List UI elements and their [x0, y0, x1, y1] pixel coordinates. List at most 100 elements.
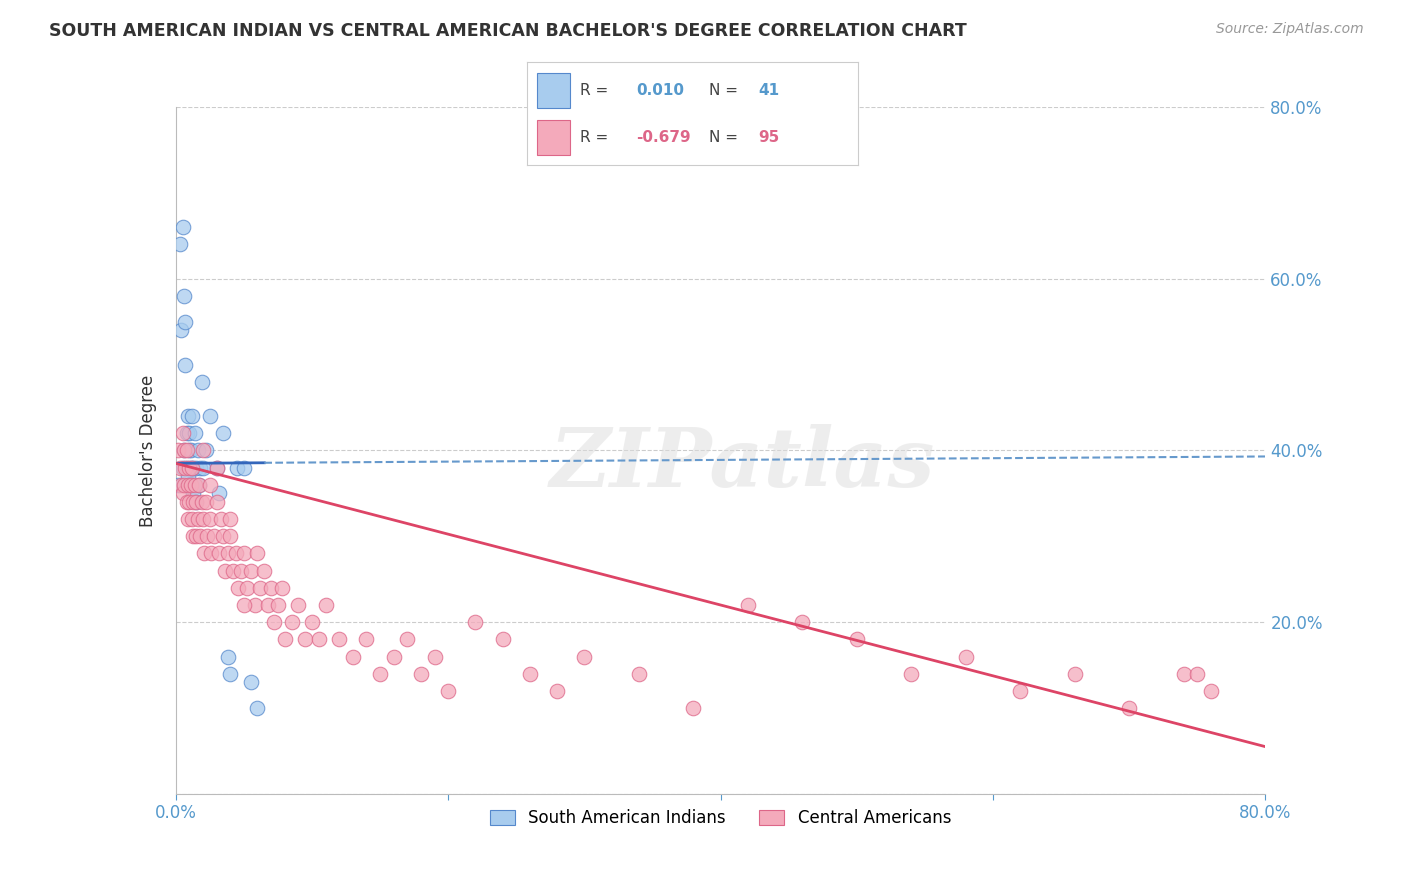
Point [232, 546, 254, 561]
Point [315, 598, 337, 612]
Point [172, 486, 194, 500]
Point [219, 666, 242, 681]
Point [191, 443, 214, 458]
Point [190, 495, 212, 509]
Point [546, 683, 568, 698]
Point [205, 460, 228, 475]
Point [1173, 666, 1195, 681]
Point [1118, 701, 1140, 715]
Point [179, 460, 201, 475]
Point [183, 495, 205, 509]
Point [193, 546, 215, 561]
Point [328, 632, 350, 647]
Point [492, 632, 515, 647]
Point [170, 323, 193, 337]
Point [308, 632, 330, 647]
Point [173, 443, 195, 458]
Point [574, 649, 596, 664]
Point [217, 546, 239, 561]
Point [186, 512, 209, 526]
Point [301, 615, 323, 630]
Point [180, 460, 202, 475]
Point [176, 495, 198, 509]
Point [232, 460, 254, 475]
Point [1187, 666, 1209, 681]
Text: 95: 95 [759, 130, 780, 145]
Point [170, 478, 193, 492]
Point [231, 564, 253, 578]
Point [179, 426, 201, 441]
Point [191, 460, 214, 475]
Point [188, 529, 211, 543]
Point [173, 478, 195, 492]
Point [409, 666, 432, 681]
Point [184, 426, 207, 441]
Point [243, 598, 266, 612]
Bar [537, 73, 571, 108]
Point [226, 460, 249, 475]
Point [239, 564, 262, 578]
Point [235, 581, 257, 595]
Point [194, 495, 217, 509]
Text: N =: N = [709, 130, 742, 145]
Point [179, 495, 201, 509]
Point [187, 478, 209, 492]
Point [184, 478, 207, 492]
Point [176, 443, 198, 458]
Point [183, 460, 205, 475]
Text: SOUTH AMERICAN INDIAN VS CENTRAL AMERICAN BACHELOR'S DEGREE CORRELATION CHART: SOUTH AMERICAN INDIAN VS CENTRAL AMERICA… [49, 22, 967, 40]
Point [396, 632, 419, 647]
Point [177, 409, 200, 423]
Point [172, 460, 194, 475]
Text: ZIPatlas: ZIPatlas [550, 425, 935, 504]
Point [174, 460, 197, 475]
Point [253, 564, 276, 578]
Point [198, 409, 221, 423]
Point [198, 478, 221, 492]
Point [900, 666, 922, 681]
Point [172, 220, 194, 235]
Point [205, 495, 228, 509]
Point [271, 581, 294, 595]
Point [737, 598, 759, 612]
Point [294, 632, 316, 647]
Point [214, 564, 236, 578]
Point [228, 581, 250, 595]
Point [368, 666, 391, 681]
Point [186, 495, 208, 509]
Point [222, 564, 245, 578]
Point [177, 512, 200, 526]
Point [172, 426, 194, 441]
Point [239, 675, 262, 690]
Point [167, 443, 190, 458]
Point [177, 478, 200, 492]
Point [1010, 683, 1032, 698]
Point [208, 486, 231, 500]
Point [464, 615, 486, 630]
Point [342, 649, 364, 664]
Point [955, 649, 977, 664]
Text: 41: 41 [759, 83, 780, 97]
Point [186, 529, 208, 543]
Point [187, 478, 209, 492]
Point [181, 409, 204, 423]
Point [225, 546, 247, 561]
Point [169, 460, 191, 475]
Point [202, 529, 225, 543]
Point [682, 701, 704, 715]
Point [280, 615, 302, 630]
Point [186, 443, 209, 458]
Text: R =: R = [581, 83, 613, 97]
Point [212, 529, 235, 543]
Point [169, 237, 191, 252]
Point [167, 478, 190, 492]
Point [179, 443, 201, 458]
Text: Source: ZipAtlas.com: Source: ZipAtlas.com [1216, 22, 1364, 37]
Point [198, 512, 221, 526]
Point [188, 460, 211, 475]
Point [219, 529, 242, 543]
Legend: South American Indians, Central Americans: South American Indians, Central American… [484, 802, 957, 834]
Point [263, 615, 285, 630]
Point [246, 546, 269, 561]
Point [208, 546, 231, 561]
